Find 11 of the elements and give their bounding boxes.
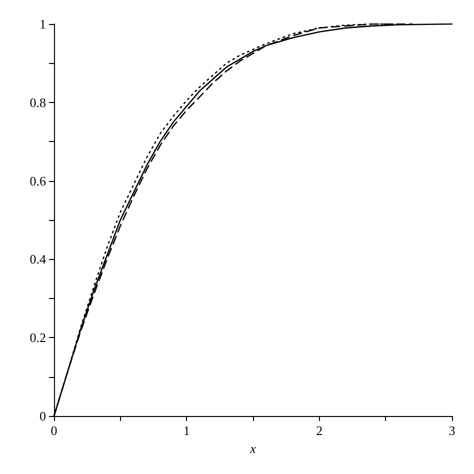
- x-tick-label: 2: [316, 423, 323, 438]
- x-tick-label: 0: [50, 423, 58, 438]
- y-tick-label: 0.4: [30, 252, 46, 267]
- x-axis-title: x: [249, 440, 256, 456]
- y-tick-label: 1: [40, 16, 46, 32]
- x-tick-label: 1: [183, 423, 190, 438]
- y-tick-label: 0.8: [30, 94, 46, 110]
- x-tick-label: 3: [448, 423, 456, 438]
- y-tick-label: 0.2: [30, 330, 46, 346]
- y-tick-label: 0: [40, 408, 46, 424]
- y-tick-label: 0.6: [30, 173, 46, 188]
